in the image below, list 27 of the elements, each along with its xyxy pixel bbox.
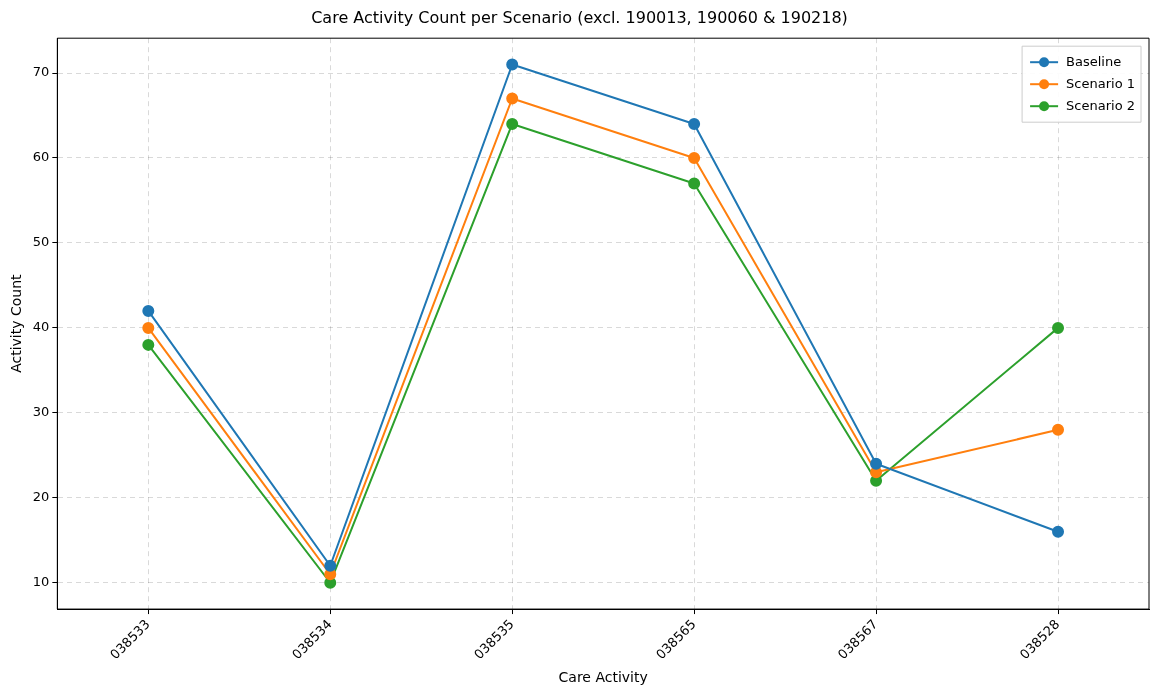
legend-label: Scenario 2: [1066, 97, 1136, 113]
y-tick-label: 30: [32, 404, 50, 420]
legend-label: Baseline: [1066, 53, 1122, 69]
point: [506, 118, 519, 130]
y-tick-label: 40: [32, 319, 50, 335]
y-tick-label: 20: [32, 489, 50, 505]
point: [1052, 525, 1065, 538]
y-axis-title: Activity Count: [8, 273, 25, 373]
point: [506, 92, 519, 105]
y-tick-label: 10: [32, 574, 50, 590]
point: [324, 559, 337, 572]
point: [142, 338, 155, 351]
point: [142, 321, 155, 334]
point: [688, 151, 701, 164]
point: [688, 177, 701, 190]
point: [506, 58, 519, 71]
y-tick-label: 50: [32, 234, 50, 250]
point: [142, 304, 155, 317]
y-tick-label: 60: [32, 149, 50, 165]
legend-label: Scenario 1: [1066, 75, 1136, 91]
y-tick-label: 70: [32, 64, 50, 80]
point: [1052, 321, 1065, 334]
point: [1052, 423, 1065, 436]
x-axis-title: Care Activity: [558, 669, 648, 686]
chart-title: Care Activity Count per Scenario (excl. 190013, 190060 & 190218): [311, 7, 848, 27]
point: [870, 457, 883, 470]
point: [688, 118, 701, 130]
